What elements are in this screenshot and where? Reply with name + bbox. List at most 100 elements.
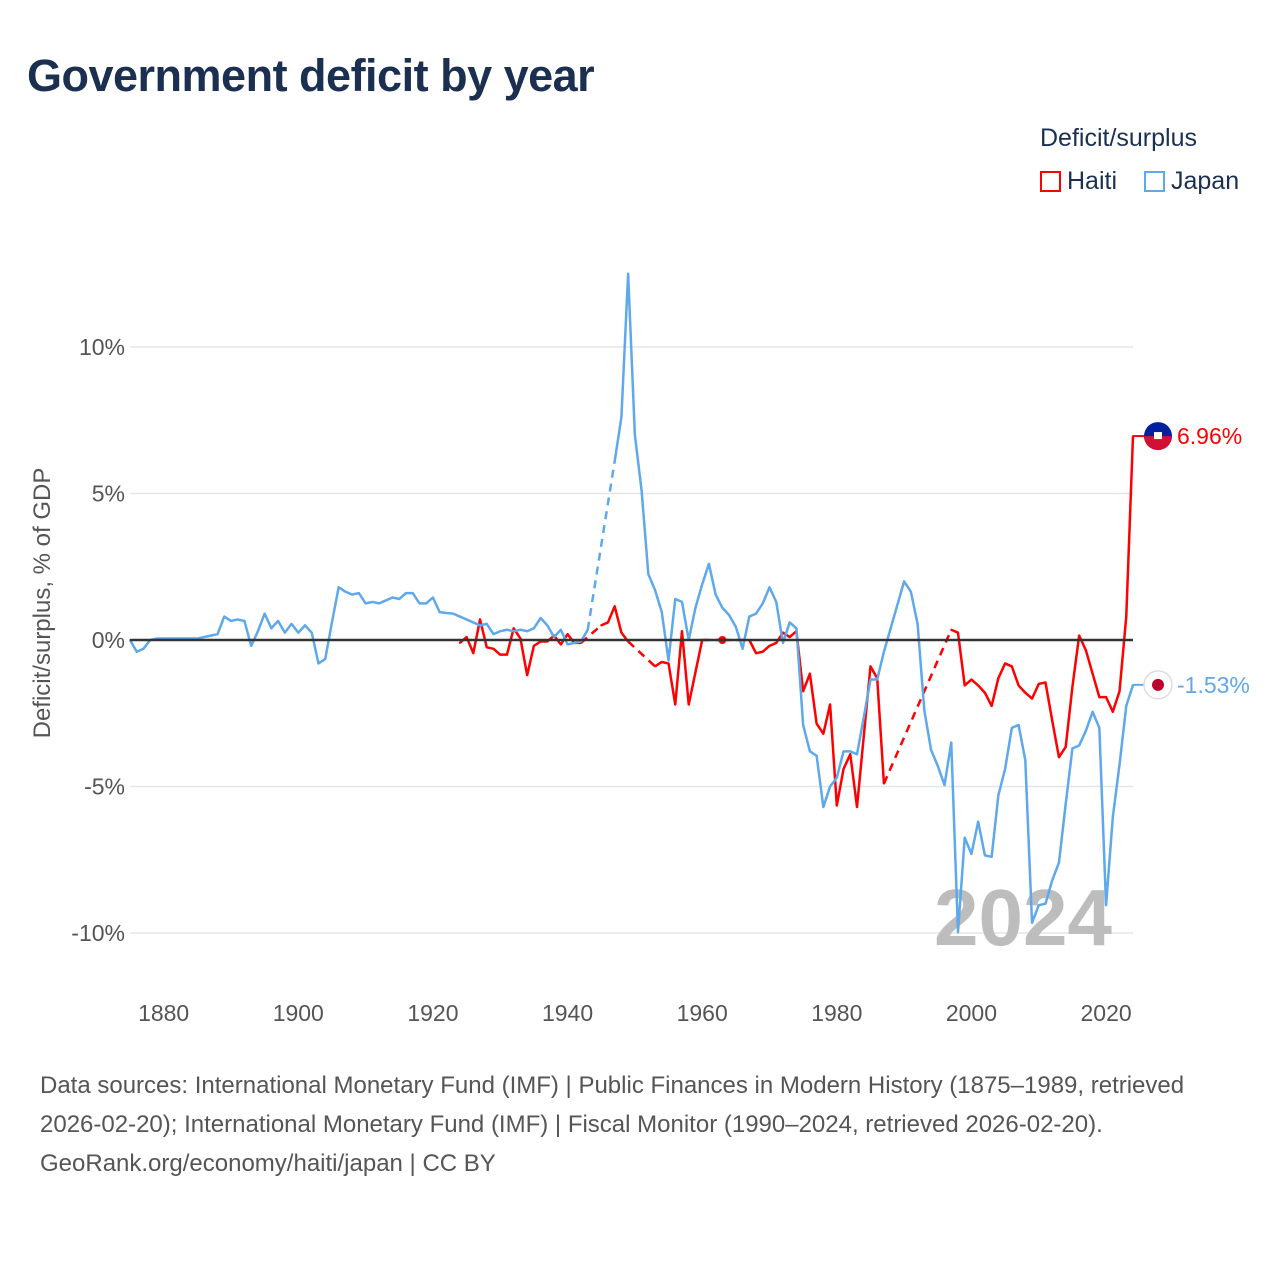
data-point-japan	[371, 600, 374, 603]
haiti-flag-emblem	[1154, 432, 1162, 440]
data-point-japan	[943, 784, 946, 787]
data-point-japan	[411, 592, 414, 595]
x-tick-label: 1940	[542, 1000, 593, 1026]
data-point-japan	[802, 723, 805, 726]
data-point-japan	[357, 592, 360, 595]
data-point-japan	[970, 852, 973, 855]
data-point-japan	[930, 748, 933, 751]
x-tick-label: 1880	[138, 1000, 189, 1026]
data-point-haiti	[1044, 681, 1047, 684]
data-point-japan	[270, 627, 273, 630]
data-point-japan	[1064, 803, 1067, 806]
legend-title: Deficit/surplus	[1040, 124, 1197, 152]
data-point-haiti	[822, 732, 825, 735]
data-point-japan	[142, 647, 145, 650]
y-tick-label: -5%	[84, 774, 125, 800]
data-point-japan	[701, 583, 704, 586]
data-point-japan	[990, 855, 993, 858]
data-point-japan	[263, 612, 266, 615]
data-point-haiti	[613, 605, 616, 608]
data-point-haiti	[829, 703, 832, 706]
data-point-japan	[479, 624, 482, 627]
data-point-japan	[856, 753, 859, 756]
data-point-japan	[1111, 816, 1114, 819]
data-point-japan	[748, 615, 751, 618]
data-point-japan	[613, 460, 616, 463]
data-point-japan	[882, 650, 885, 653]
data-point-japan	[822, 806, 825, 809]
data-point-japan	[633, 433, 636, 436]
y-tick-label: 10%	[79, 334, 125, 360]
data-point-japan	[1017, 723, 1020, 726]
data-point-japan	[775, 600, 778, 603]
data-point-japan	[438, 611, 441, 614]
data-point-haiti	[687, 703, 690, 706]
data-point-haiti	[485, 646, 488, 649]
data-point-haiti	[977, 684, 980, 687]
data-point-japan	[849, 750, 852, 753]
legend-item-haiti[interactable]: Haiti	[1040, 167, 1117, 196]
y-tick-label: 5%	[92, 481, 125, 507]
data-point-japan	[815, 754, 818, 757]
data-point-japan	[876, 678, 879, 681]
data-point-japan	[566, 643, 569, 646]
data-point-japan	[728, 614, 731, 617]
credit-link[interactable]: GeoRank.org/economy/haiti/japan | CC BY	[40, 1150, 496, 1177]
data-point-japan	[452, 612, 455, 615]
legend-label-japan: Japan	[1171, 167, 1240, 195]
data-point-japan	[384, 599, 387, 602]
data-point-japan	[1091, 710, 1094, 713]
data-point-japan	[741, 647, 744, 650]
data-point-haiti	[788, 636, 791, 639]
data-point-haiti	[802, 690, 805, 693]
data-point-japan	[573, 641, 576, 644]
data-point-japan	[512, 630, 515, 633]
data-point-japan	[229, 619, 232, 622]
data-point-japan	[667, 659, 670, 662]
data-point-japan	[909, 590, 912, 593]
data-point-haiti	[674, 703, 677, 706]
data-point-japan	[404, 592, 407, 595]
data-point-japan	[627, 272, 630, 275]
data-point-haiti	[620, 631, 623, 634]
data-point-japan	[1118, 763, 1121, 766]
legend-label-haiti: Haiti	[1067, 167, 1118, 195]
data-point-japan	[1057, 861, 1060, 864]
data-point-japan	[1078, 744, 1081, 747]
series-line-haiti	[950, 436, 1135, 759]
x-tick-label: 1920	[407, 1000, 458, 1026]
data-point-japan	[465, 618, 468, 621]
data-point-haiti	[775, 641, 778, 644]
data-point-japan	[290, 622, 293, 625]
data-point-haiti	[505, 653, 508, 656]
data-point-japan	[546, 624, 549, 627]
data-point-japan	[458, 615, 461, 618]
data-point-japan	[889, 627, 892, 630]
data-point-japan	[1044, 902, 1047, 905]
data-point-japan	[620, 416, 623, 419]
data-sources: Data sources: International Monetary Fun…	[40, 1072, 1185, 1138]
data-point-japan	[1105, 904, 1108, 907]
data-point-japan	[781, 641, 784, 644]
data-point-haiti	[667, 662, 670, 665]
data-point-haiti	[512, 627, 515, 630]
data-point-japan	[903, 580, 906, 583]
x-tick-label: 1960	[677, 1000, 728, 1026]
x-tick-label: 1980	[811, 1000, 862, 1026]
data-point-haiti	[472, 652, 475, 655]
legend-item-japan[interactable]: Japan	[1144, 167, 1239, 196]
data-point-haiti	[983, 691, 986, 694]
data-point-haiti	[1004, 662, 1007, 665]
data-point-haiti	[1084, 649, 1087, 652]
japan-flag-disc	[1152, 678, 1164, 691]
data-point-haiti	[1071, 685, 1074, 688]
data-point-haiti	[1118, 690, 1121, 693]
data-point-japan	[714, 593, 717, 596]
data-point-haiti	[842, 767, 845, 770]
data-point-japan	[492, 633, 495, 636]
data-point-japan	[364, 602, 367, 605]
data-point-haiti	[458, 641, 461, 644]
data-point-japan	[277, 619, 280, 622]
data-point-japan	[808, 750, 811, 753]
data-point-japan	[310, 631, 313, 634]
